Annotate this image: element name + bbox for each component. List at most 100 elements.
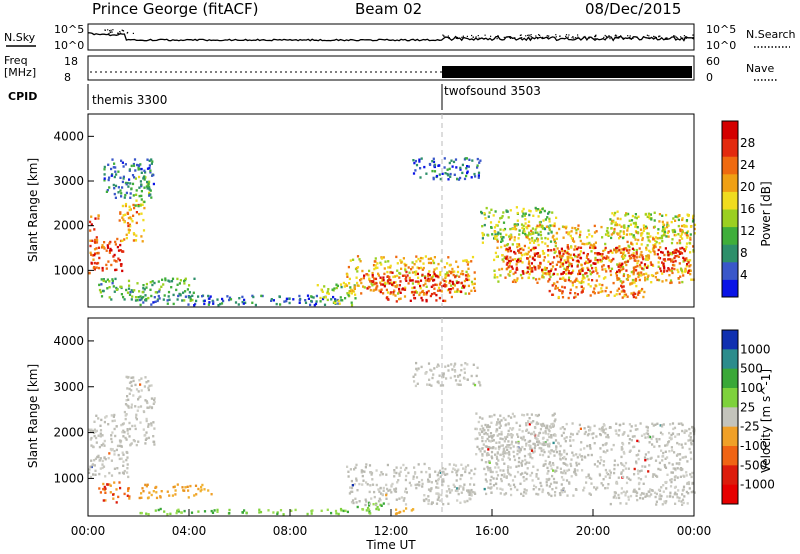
power-cell <box>542 268 545 271</box>
nsearch-point <box>112 29 114 31</box>
velocity-cell <box>347 475 350 478</box>
power-cell <box>502 221 506 224</box>
velocity-cell <box>665 487 668 490</box>
velocity-cell <box>425 470 428 474</box>
power-cell <box>538 255 541 258</box>
power-cell <box>530 229 533 233</box>
power-cell <box>127 228 130 231</box>
power-cell <box>421 268 424 271</box>
power-cell <box>414 280 417 283</box>
power-cell <box>618 292 621 296</box>
velocity-cell <box>488 415 491 418</box>
power-cell <box>573 248 576 251</box>
velocity-cell <box>501 488 504 491</box>
velocity-cell <box>490 491 493 494</box>
velocity-cell <box>437 477 440 481</box>
velocity-cell <box>497 447 501 451</box>
velocity-cell <box>592 432 595 435</box>
power-cell <box>142 295 145 299</box>
power-cell <box>667 251 670 254</box>
velocity-cell <box>614 429 617 432</box>
power-cell <box>542 252 545 255</box>
power-cell <box>93 248 97 251</box>
velocity-cell <box>615 422 618 425</box>
power-cell <box>170 280 174 283</box>
power-cell <box>618 245 621 248</box>
power-cell <box>411 282 414 285</box>
velocity-cell <box>518 424 522 427</box>
power-cell <box>576 279 579 282</box>
power-cell <box>635 256 638 259</box>
velocity-cell <box>526 413 529 416</box>
power-cell <box>326 298 329 302</box>
power-cell <box>547 232 550 235</box>
velocity-cell <box>533 442 536 446</box>
power-cell <box>394 281 397 284</box>
power-cell <box>399 280 402 283</box>
power-cell <box>677 250 680 253</box>
power-cell <box>310 299 313 303</box>
velocity-cell <box>559 458 562 461</box>
velocity-cell <box>646 429 649 432</box>
power-cell <box>148 180 151 183</box>
power-cell <box>526 257 529 260</box>
power-cell <box>438 296 441 300</box>
velocity-cell <box>565 436 568 439</box>
power-cell <box>660 234 663 238</box>
velocity-cell <box>527 453 530 456</box>
velocity-cbar-swatch <box>722 426 738 447</box>
velocity-cell <box>448 489 451 493</box>
velocity-cell <box>663 463 666 467</box>
velocity-cell <box>439 499 442 502</box>
nsearch-point <box>582 36 585 38</box>
velocity-cell <box>123 431 126 434</box>
power-cell <box>577 246 580 249</box>
velocity-cell <box>519 448 522 452</box>
velocity-cell <box>675 493 678 496</box>
power-cell <box>122 175 125 178</box>
velocity-cell <box>536 443 540 446</box>
power-cell <box>388 282 391 285</box>
power-cell <box>625 249 629 252</box>
power-cell <box>576 247 579 251</box>
velocity-cell <box>132 376 135 379</box>
power-cell <box>536 240 539 243</box>
velocity-cell <box>494 466 497 469</box>
velocity-cell <box>113 467 116 470</box>
nsearch-point <box>530 34 532 36</box>
power-cell <box>571 226 574 230</box>
power-cell <box>260 294 263 298</box>
power-cell <box>140 198 143 201</box>
power-cell <box>650 274 653 277</box>
power-cell <box>685 231 689 234</box>
velocity-cell <box>489 469 492 472</box>
power-cell <box>382 276 385 279</box>
velocity-cell <box>402 499 405 502</box>
power-cell <box>605 286 608 289</box>
power-cell <box>108 286 111 289</box>
power-cell <box>140 194 143 198</box>
power-cell <box>151 160 154 163</box>
velocity-cell <box>517 460 520 464</box>
power-cell <box>90 215 93 218</box>
velocity-cell <box>174 489 177 492</box>
velocity-cbar-swatch <box>722 388 738 408</box>
power-cell <box>558 252 561 255</box>
power-cell <box>386 275 389 278</box>
power-cell <box>559 260 562 264</box>
power-cell <box>620 290 623 293</box>
velocity-cell <box>515 465 518 468</box>
power-cell <box>628 233 631 236</box>
velocity-cell <box>595 435 598 438</box>
power-cell <box>499 274 502 277</box>
velocity-cell <box>559 427 562 430</box>
velocity-cell <box>442 478 445 481</box>
power-cell <box>636 265 639 268</box>
velocity-cell <box>541 490 544 494</box>
power-cell <box>622 251 625 254</box>
velocity-cell <box>377 500 381 503</box>
nave-label: Nave <box>746 62 774 75</box>
power-cell <box>673 256 676 260</box>
power-cell <box>176 277 179 281</box>
velocity-cell <box>678 462 681 465</box>
